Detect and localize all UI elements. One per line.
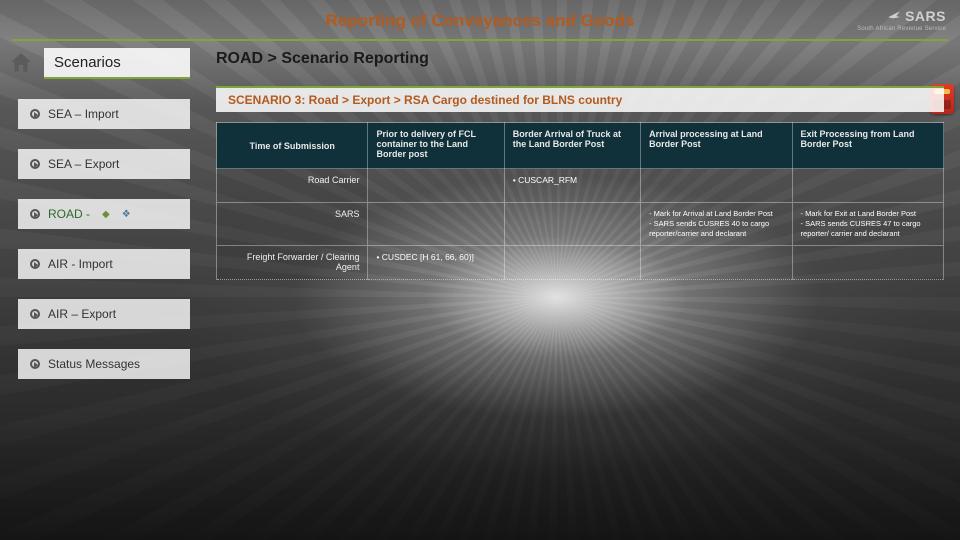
sidebar-item-label: AIR - Import xyxy=(48,257,113,271)
sidebar: Scenarios SEA – Import SEA – Export ROAD -… xyxy=(0,42,190,540)
row-label: Freight Forwarder / Clearing Agent xyxy=(217,246,368,280)
sidebar-item-label: AIR – Export xyxy=(48,307,116,321)
table-cell xyxy=(792,246,943,280)
table-cell: Mark for Arrival at Land Border PostSARS… xyxy=(641,203,792,246)
logo-subtitle: South African Revenue Service xyxy=(857,26,946,32)
table-cell xyxy=(368,203,504,246)
main-panel: ROAD > Scenario Reporting SCENARIO 3: Ro… xyxy=(190,42,960,540)
sidebar-item-0[interactable]: SEA – Import xyxy=(18,99,190,129)
row-label: SARS xyxy=(217,203,368,246)
cell-text: • CUSCAR_RFM xyxy=(513,175,577,185)
bullet-line: Mark for Exit at Land Border Post xyxy=(801,209,935,219)
play-marker-icon xyxy=(30,259,40,269)
sidebar-list: SEA – Import SEA – Export ROAD - ◆ ❖ AIR - I… xyxy=(18,99,190,379)
table-cell xyxy=(792,169,943,203)
table-cell: Mark for Exit at Land Border PostSARS se… xyxy=(792,203,943,246)
column-header-3: Arrival processing at Land Border Post xyxy=(641,123,792,169)
breadcrumb: ROAD > Scenario Reporting xyxy=(216,50,944,68)
page-title: Reporting of Conveyances and Goods xyxy=(326,11,635,31)
table-row: Road Carrier • CUSCAR_RFM xyxy=(217,169,944,203)
play-marker-icon xyxy=(30,359,40,369)
play-marker-icon xyxy=(30,209,40,219)
column-header-1: Prior to delivery of FCL container to th… xyxy=(368,123,504,169)
sidebar-item-label: SEA – Export xyxy=(48,157,119,171)
play-marker-icon xyxy=(30,159,40,169)
table-row: SARS Mark for Arrival at Land Border Post… xyxy=(217,203,944,246)
table-header-row: Time of SubmissionPrior to delivery of F… xyxy=(217,123,944,169)
bullet-line: SARS sends CUSRES 40 to cargo reporter/c… xyxy=(649,219,783,239)
table-cell xyxy=(641,246,792,280)
table-cell: • CUSCAR_RFM xyxy=(504,169,640,203)
sidebar-title: Scenarios xyxy=(44,48,190,79)
sidebar-item-1[interactable]: SEA – Export xyxy=(18,149,190,179)
play-marker-icon xyxy=(30,109,40,119)
table-cell xyxy=(504,203,640,246)
page-header: Reporting of Conveyances and Goods SARS … xyxy=(0,0,960,42)
header-divider xyxy=(12,39,948,41)
sidebar-item-3[interactable]: AIR - Import xyxy=(18,249,190,279)
sidebar-item-5[interactable]: Status Messages xyxy=(18,349,190,379)
content-layout: Scenarios SEA – Import SEA – Export ROAD -… xyxy=(0,42,960,540)
cell-bullets: Mark for Arrival at Land Border PostSARS… xyxy=(649,209,783,239)
row-label: Road Carrier xyxy=(217,169,368,203)
table-row: Freight Forwarder / Clearing Agent • CUSD… xyxy=(217,246,944,280)
cell-bullets: Mark for Exit at Land Border PostSARS se… xyxy=(801,209,935,239)
table-cell: • CUSDEC [H 61, 66, 60)] xyxy=(368,246,504,280)
sidebar-item-4[interactable]: AIR – Export xyxy=(18,299,190,329)
logo-text: SARS xyxy=(905,8,946,24)
diamond-icon: ◆ xyxy=(102,209,110,220)
sars-logo: SARS xyxy=(887,8,946,24)
sidebar-item-label: Status Messages xyxy=(48,357,140,371)
cell-text: • CUSDEC [H 61, 66, 60)] xyxy=(376,252,473,262)
table-body: Road Carrier • CUSCAR_RFM SARS Mark for Arr… xyxy=(217,169,944,280)
scenario-table: Time of SubmissionPrior to delivery of F… xyxy=(216,122,944,280)
sidebar-item-label: SEA – Import xyxy=(48,107,119,121)
sidebar-item-label: ROAD - xyxy=(48,207,90,221)
column-header-0: Time of Submission xyxy=(217,123,368,169)
scenario-title-bar: SCENARIO 3: Road > Export > RSA Cargo de… xyxy=(216,86,944,112)
bullet-line: Mark for Arrival at Land Border Post xyxy=(649,209,783,219)
table-cell xyxy=(641,169,792,203)
play-marker-icon xyxy=(30,309,40,319)
sidebar-item-2[interactable]: ROAD - ◆ ❖ xyxy=(18,199,190,229)
bullet-line: SARS sends CUSRES 47 to cargo reporter/ … xyxy=(801,219,935,239)
diamond-outline-icon: ❖ xyxy=(122,209,131,220)
column-header-2: Border Arrival of Truck at the Land Bord… xyxy=(504,123,640,169)
table-cell xyxy=(504,246,640,280)
table-cell xyxy=(368,169,504,203)
logo-bird-icon xyxy=(887,9,901,23)
column-header-4: Exit Processing from Land Border Post xyxy=(792,123,943,169)
